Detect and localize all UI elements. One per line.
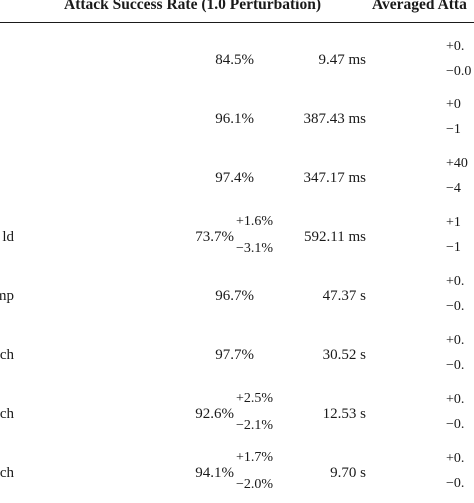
asr-minus: −2.0% — [236, 477, 274, 492]
method-name: ch — [0, 406, 14, 422]
header-averaged-attack-time: Averaged Atta — [372, 0, 467, 13]
time-minus: −0. — [446, 299, 465, 314]
asr-value: 96.1% — [215, 111, 254, 127]
asr-minus: −2.1% — [236, 418, 274, 433]
time-minus: −0. — [446, 476, 465, 491]
time-value: 12.53 s — [322, 406, 366, 422]
asr-value: 92.6% — [195, 406, 234, 422]
time-minus: −0. — [446, 358, 465, 373]
asr-value: 97.4% — [215, 170, 254, 186]
time-plus: +0. — [446, 39, 465, 54]
table-row: rch 94.1% +1.7% −2.0% 9.70 s +0. −0. — [0, 443, 474, 503]
asr-minus: −3.1% — [236, 241, 274, 256]
method-name: rch — [0, 465, 14, 481]
table-row: 97.4% 347.17 ms +40 −4 — [0, 148, 474, 208]
time-minus: −0. — [446, 417, 465, 432]
asr-plus: +2.5% — [236, 391, 274, 406]
time-value: 30.52 s — [322, 347, 366, 363]
table-row: 96.1% 387.43 ms +0 −1 — [0, 89, 474, 149]
table-row: arch 97.7% 30.52 s +0. −0. — [0, 325, 474, 385]
time-plus: +0. — [446, 392, 465, 407]
asr-plus: +1.7% — [236, 450, 274, 465]
header-rule — [0, 22, 474, 23]
time-plus: +0. — [446, 333, 465, 348]
asr-value: 73.7% — [195, 229, 234, 245]
asr-value: 94.1% — [195, 465, 234, 481]
asr-value: 97.7% — [215, 347, 254, 363]
time-minus: −1 — [446, 240, 461, 255]
time-value: 387.43 ms — [303, 111, 366, 127]
method-name: arch — [0, 347, 14, 363]
time-value: 9.47 ms — [318, 52, 366, 68]
table-row: ch 92.6% +2.5% −2.1% 12.53 s +0. −0. — [0, 384, 474, 444]
time-minus: −4 — [446, 181, 461, 196]
table-row: 84.5% 9.47 ms +0. −0.0 — [0, 30, 474, 90]
asr-value: 96.7% — [215, 288, 254, 304]
asr-value: 84.5% — [215, 52, 254, 68]
time-minus: −0.0 — [446, 64, 472, 79]
time-plus: +0. — [446, 451, 465, 466]
time-plus: +1 — [446, 215, 461, 230]
method-name: Jump — [0, 288, 14, 304]
table-row: ld 73.7% +1.6% −3.1% 592.11 ms +1 −1 — [0, 207, 474, 267]
time-minus: −1 — [446, 122, 461, 137]
time-plus: +0 — [446, 97, 461, 112]
time-value: 347.17 ms — [303, 170, 366, 186]
asr-plus: +1.6% — [236, 214, 274, 229]
time-plus: +40 — [446, 156, 468, 171]
time-value: 47.37 s — [322, 288, 366, 304]
time-value: 9.70 s — [330, 465, 366, 481]
time-plus: +0. — [446, 274, 465, 289]
header-attack-success-rate: Attack Success Rate (1.0 Perturbation) — [64, 0, 321, 13]
table-row: Jump 96.7% 47.37 s +0. −0. — [0, 266, 474, 326]
time-value: 592.11 ms — [304, 229, 366, 245]
method-name: ld — [2, 229, 14, 245]
